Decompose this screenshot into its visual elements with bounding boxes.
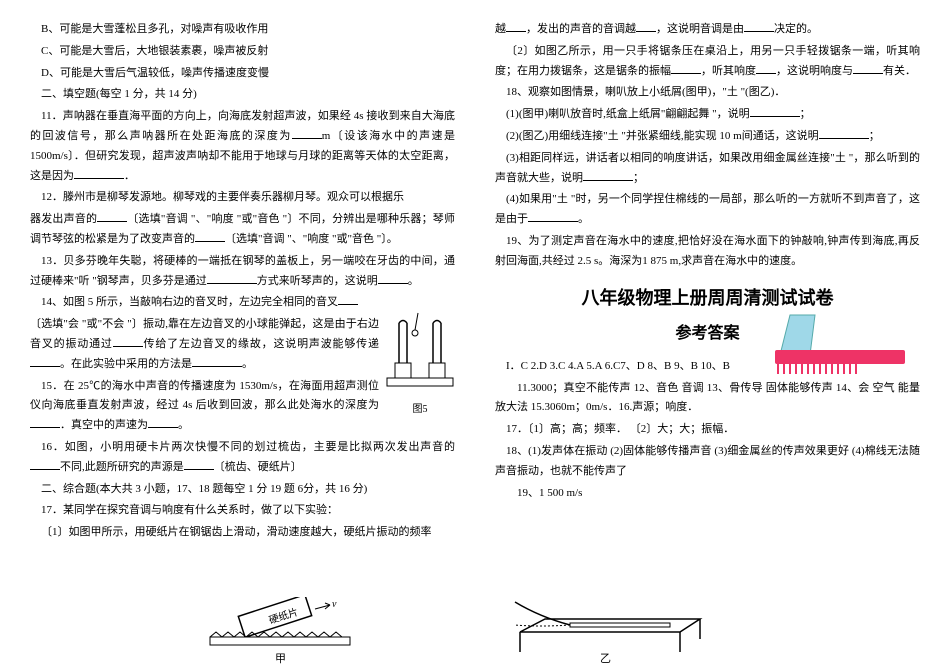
blank — [819, 128, 869, 139]
blank — [207, 273, 257, 284]
blank — [195, 231, 225, 242]
svg-text:甲: 甲 — [275, 653, 286, 665]
r1b: ，发出的声音的音调越 — [526, 23, 636, 35]
q18i: 。 — [578, 213, 589, 225]
blank — [636, 21, 656, 32]
q15-text-a: 15．在 25℃的海水中声音的传播速度为 1530m/s，在海面用超声测位仪向海… — [30, 380, 379, 412]
blank — [583, 170, 633, 181]
q11-text-c: ． — [124, 170, 135, 182]
blank — [30, 417, 60, 428]
q13-text-c: 。 — [408, 275, 419, 287]
r2d: 有关． — [883, 65, 916, 77]
q16-text-c: 〔梳齿、硬纸片〕 — [214, 461, 302, 473]
q12-line1: 12．滕州市是柳琴发源地。柳琴戏的主要伴奏乐器柳月琴。观众可以根据乐 — [30, 188, 455, 208]
blank — [192, 356, 242, 367]
q18b-line: (1)(图甲)喇叭放音时,纸盒上纸屑"翩翩起舞 "，说明 ； — [495, 105, 920, 125]
q18c: ； — [800, 108, 811, 120]
r2c: ，这说明响度与 — [776, 65, 853, 77]
r2b: ，听其响度 — [701, 65, 756, 77]
blank — [528, 211, 578, 222]
r1: 越 ，发出的声音的音调越 ，这说明音调是由 决定的。 — [495, 20, 920, 40]
q15-text-c: 。 — [178, 419, 189, 431]
option-b: B、可能是大雪蓬松且多孔，对噪声有吸收作用 — [30, 20, 455, 40]
q18b: (1)(图甲)喇叭放音时,纸盒上纸屑"翩翩起舞 "，说明 — [506, 108, 750, 120]
q18d-line: (2)(图乙)用细线连接"土 "并张紧细线,能实现 10 m间通话，这说明 ； — [495, 127, 920, 147]
blank — [756, 63, 776, 74]
blank — [148, 417, 178, 428]
left-column: B、可能是大雪蓬松且多孔，对噪声有吸收作用 C、可能是大雪后，大地银装素裹，噪声… — [30, 20, 455, 545]
bottom-figures: 硬纸片 v 甲 乙 — [180, 597, 740, 667]
q18a: 18、观察如图情景，喇叭放上小纸屑(图甲)，"土 "(图乙)． — [495, 83, 920, 103]
q18f-line: (3)相距同样远，讲话者以相同的响度讲话，如果改用细金属丝连接"土 "，那么听到… — [495, 149, 920, 189]
q17a: 17．某同学在探究音调与响度有什么关系时，做了以下实验： — [30, 501, 455, 521]
blank — [74, 168, 124, 179]
q18f: (3)相距同样远，讲话者以相同的响度讲话，如果改用细金属丝连接"土 "，那么听到… — [495, 152, 920, 184]
section-3-heading: 二、综合题(本大共 3 小题，17、18 题每空 1 分 19 题 6分，共 1… — [30, 480, 455, 500]
figure-comb — [770, 310, 910, 383]
q18d: (2)(图乙)用细线连接"土 "并张紧细线,能实现 10 m间通话，这说明 — [506, 130, 819, 142]
q18g: ； — [633, 172, 644, 184]
q17b: 〔1〕如图甲所示，用硬纸片在钢锯齿上滑动，滑动速度越大，硬纸片振动的频率 — [30, 523, 455, 543]
q12-text-d: 〔选填"音调 "、"响度 "或"音色 "〕。 — [225, 233, 398, 245]
answer-line-17: 17．〔1〕高；高；频率． 〔2〕大；大；振幅． — [495, 420, 920, 440]
svg-text:乙: 乙 — [600, 652, 611, 665]
q13: 13．贝多芬晚年失聪，将硬棒的一端抵在钢琴的盖板上，另一端咬在牙齿的中间，通过硬… — [30, 252, 455, 292]
q12-line2: 器发出声音的〔选填"音调 "、"响度 "或"音色 "〕不同，分辨出是哪种乐器；琴… — [30, 210, 455, 250]
tuning-fork-icon — [385, 293, 455, 393]
q14-text-a: 14、如图 5 所示，当敲响右边的音叉时，左边完全相同的音叉 — [41, 296, 338, 308]
blank — [853, 63, 883, 74]
q11: 11．声呐器在垂直海平面的方向上，向海底发射超声波，如果经 4s 接收到来自大海… — [30, 107, 455, 186]
blank — [506, 21, 526, 32]
blank — [744, 21, 774, 32]
blank — [671, 63, 701, 74]
comb-icon — [770, 310, 910, 380]
answer-line-18: 18、(1)发声体在振动 (2)固体能够传播声音 (3)细金属丝的传声效果更好 … — [495, 442, 920, 482]
r1c: ，这说明音调是由 — [656, 23, 744, 35]
blank — [184, 459, 214, 470]
q19: 19、为了测定声音在海水中的速度,把恰好没在海水面下的钟敲响,钟声传到海底,再反… — [495, 232, 920, 272]
q14-text-e: 。 — [242, 358, 253, 370]
q15-text-b: ．真空中的声速为 — [60, 419, 148, 431]
blank — [292, 128, 322, 139]
q12-text-b: 器发出声音的 — [30, 213, 97, 225]
q18h-line: (4)如果用"土 "时，另一个同学捏住棉线的一局部，那么听的一方就听不到声音了，… — [495, 190, 920, 230]
answer-line-11: 11.3000；真空不能传声 12、音色 音调 13、骨传导 固体能够传声 14… — [495, 379, 920, 419]
r1a: 越 — [495, 23, 506, 35]
r2: 〔2〕如图乙所示，用一只手将锯条压在桌沿上，用另一只手轻拨锯条一端，听其响度；在… — [495, 42, 920, 82]
blank — [750, 106, 800, 117]
answer-line-19: 19、1 500 m/s — [495, 484, 920, 504]
q13-text-b: 方式来听琴声的，这说明 — [257, 275, 378, 287]
blank — [113, 336, 143, 347]
figure-5-label: 图5 — [385, 401, 455, 419]
q14-text-c: 传给了左边音叉的缘故，这说明声波能够传递 — [143, 338, 379, 350]
q16-text-a: 16．如图，小明用硬卡片两次快慢不同的划过梳齿，主要是比拟两次发出声音的 — [41, 441, 455, 453]
blank — [338, 294, 358, 305]
blank — [30, 459, 60, 470]
option-c: C、可能是大雪后，大地银装素裹，噪声被反射 — [30, 42, 455, 62]
svg-text:v: v — [332, 599, 337, 610]
q14-text-d: 。在此实验中采用的方法是 — [60, 358, 192, 370]
bottom-figures-svg: 硬纸片 v 甲 乙 — [180, 597, 740, 667]
q16-text-b: 不同,此题所研究的声源是 — [60, 461, 184, 473]
right-column: 越 ，发出的声音的音调越 ，这说明音调是由 决定的。 〔2〕如图乙所示，用一只手将锯条… — [495, 20, 920, 545]
blank — [378, 273, 408, 284]
blank — [97, 211, 127, 222]
figure-5: 图5 — [385, 293, 455, 413]
option-d: D、可能是大雪后气温较低，噪声传播速度变慢 — [30, 64, 455, 84]
q18e: ； — [869, 130, 880, 142]
blank — [30, 356, 60, 367]
r1d: 决定的。 — [774, 23, 818, 35]
q16: 16．如图，小明用硬卡片两次快慢不同的划过梳齿，主要是比拟两次发出声音的不同,此… — [30, 438, 455, 478]
section-2-heading: 二、填空题(每空 1 分，共 14 分) — [30, 85, 455, 105]
